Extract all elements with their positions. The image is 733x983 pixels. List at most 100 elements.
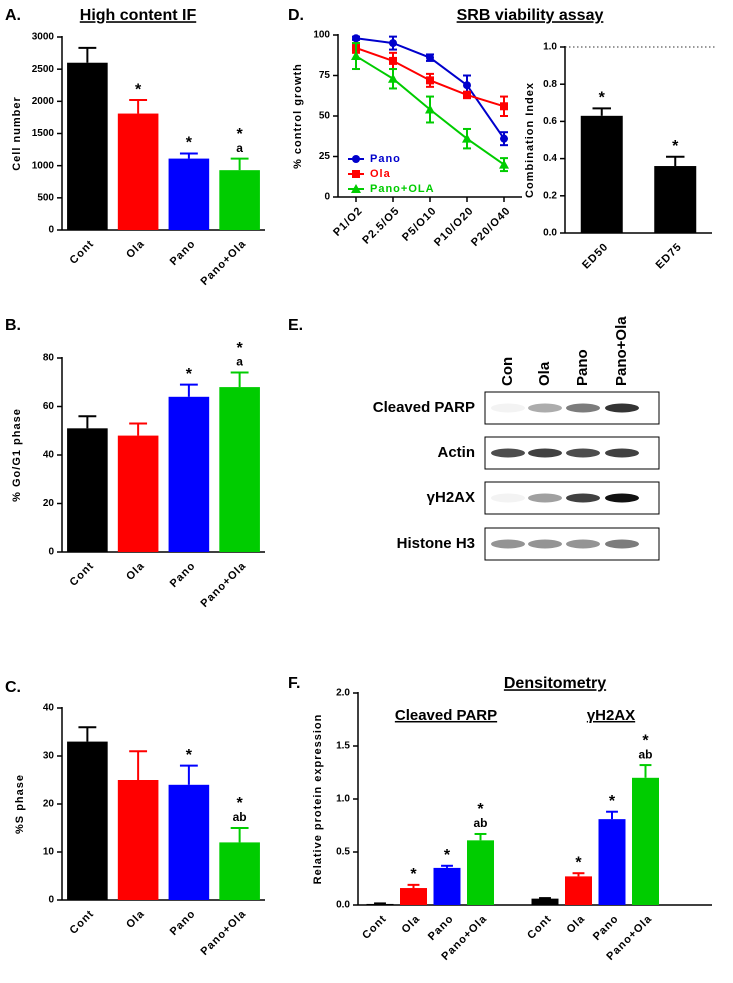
- annotation: *: [642, 732, 649, 749]
- blot-band: [566, 403, 600, 413]
- chart-title: High content IF: [80, 7, 197, 24]
- blot-band: [528, 448, 562, 458]
- bar: [400, 888, 427, 905]
- lane-label: Pano+Ola: [613, 316, 630, 386]
- row-label: Histone H3: [397, 535, 475, 552]
- x-tick-label: Pano: [168, 908, 198, 938]
- annotation: *: [237, 340, 244, 357]
- bar: [67, 741, 108, 900]
- bar: [632, 777, 659, 905]
- y-axis-label: Combination Index: [524, 82, 536, 198]
- y-tick-label: 20: [43, 498, 55, 509]
- marker: [351, 51, 361, 61]
- marker: [351, 184, 361, 193]
- marker: [352, 155, 360, 163]
- blot-band: [528, 493, 562, 503]
- x-tick-label: Cont: [68, 908, 97, 937]
- marker: [463, 81, 471, 90]
- y-tick-label: 0: [48, 547, 54, 558]
- annotation: *: [237, 126, 244, 143]
- panel-label: E.: [288, 317, 303, 334]
- marker: [426, 76, 434, 85]
- group-label: γH2AX: [587, 707, 635, 724]
- annotation: *: [477, 801, 484, 818]
- y-tick-label: 0.5: [336, 847, 350, 858]
- x-tick-label: Cont: [68, 238, 97, 267]
- bar: [67, 428, 108, 552]
- blot-band: [491, 493, 525, 503]
- blot-band: [528, 403, 562, 413]
- y-tick-label: 0.0: [543, 228, 557, 239]
- y-tick-label: 0: [324, 192, 330, 203]
- y-tick-label: 2.0: [336, 688, 350, 699]
- x-tick-label: Pano+Ola: [199, 560, 249, 610]
- blot-band: [491, 448, 525, 458]
- bar: [598, 819, 626, 905]
- panel-label: D.: [288, 7, 304, 24]
- annotation: *: [599, 90, 606, 107]
- x-tick-label: Ola: [124, 238, 147, 261]
- x-tick-label: P1/O2: [331, 205, 365, 239]
- annotation: *: [186, 747, 193, 764]
- y-tick-label: 3000: [32, 32, 55, 43]
- bar: [219, 170, 260, 230]
- y-tick-label: 0: [48, 225, 54, 236]
- y-tick-label: 40: [43, 703, 55, 714]
- bar: [168, 158, 210, 230]
- annotation: *: [186, 366, 193, 383]
- y-tick-label: 1.5: [336, 741, 350, 752]
- panel-label: C.: [5, 679, 21, 696]
- y-tick-label: 500: [37, 192, 54, 203]
- x-tick-label: Pano: [426, 913, 456, 943]
- annotation: *: [410, 866, 417, 883]
- y-axis-label: % Go/G1 phase: [11, 408, 23, 502]
- legend-label: Ola: [370, 168, 391, 180]
- blot-band: [566, 539, 600, 549]
- blot-band: [491, 403, 525, 413]
- marker: [500, 102, 508, 111]
- bar: [117, 113, 159, 230]
- x-tick-label: Pano: [168, 560, 198, 590]
- bar: [117, 435, 159, 552]
- x-tick-label: Cont: [360, 913, 389, 942]
- blot-band: [605, 448, 639, 458]
- blot-band: [528, 539, 562, 549]
- y-tick-label: 10: [43, 847, 55, 858]
- y-tick-label: 30: [43, 751, 55, 762]
- x-tick-label: P2.5/O5: [360, 205, 402, 247]
- y-tick-label: 0.6: [543, 116, 557, 127]
- blot-band: [491, 539, 525, 549]
- annotation: ab: [233, 810, 247, 824]
- bar: [67, 62, 108, 230]
- x-tick-label: ED50: [580, 241, 611, 272]
- annotation: ab: [638, 747, 652, 761]
- y-tick-label: 0.0: [336, 900, 350, 911]
- x-tick-label: Cont: [525, 913, 554, 942]
- lane-label: Con: [499, 357, 516, 386]
- annotation: a: [236, 141, 243, 155]
- annotation: *: [575, 854, 582, 871]
- annotation: a: [236, 355, 243, 369]
- marker: [389, 56, 397, 65]
- lane-label: Ola: [536, 361, 553, 386]
- bar: [580, 115, 623, 233]
- y-tick-label: 0.2: [543, 190, 557, 201]
- y-axis-label: Relative protein expression: [312, 714, 324, 885]
- blot-band: [605, 403, 639, 413]
- y-tick-label: 40: [43, 450, 55, 461]
- x-tick-label: Ola: [124, 560, 147, 583]
- annotation: *: [135, 81, 142, 98]
- bar: [168, 396, 210, 552]
- y-axis-label: %S phase: [14, 774, 26, 834]
- bar: [117, 780, 159, 900]
- annotation: *: [237, 795, 244, 812]
- series-line: [355, 37, 505, 140]
- x-tick-label: Pano+Ola: [199, 908, 249, 958]
- y-tick-label: 100: [313, 30, 330, 41]
- y-tick-label: 2500: [32, 64, 55, 75]
- marker: [388, 73, 398, 83]
- bar: [219, 387, 260, 552]
- y-tick-label: 1.0: [543, 42, 557, 53]
- y-tick-label: 0: [48, 895, 54, 906]
